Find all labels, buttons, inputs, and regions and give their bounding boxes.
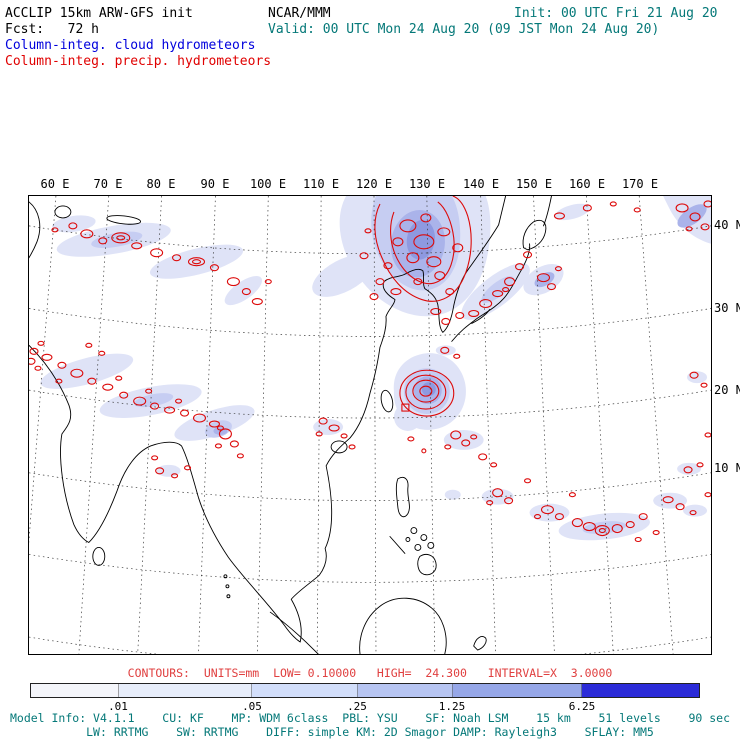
center-name: NCAR/MMM bbox=[268, 6, 331, 21]
lon-label: 90 E bbox=[200, 177, 230, 191]
cloud-shading-layer bbox=[40, 196, 711, 541]
lon-label: 150 E bbox=[515, 177, 553, 191]
colorbar-segment bbox=[118, 684, 253, 697]
lon-label: 140 E bbox=[462, 177, 500, 191]
lat-label: 10 N bbox=[714, 461, 740, 475]
lon-label: 60 E bbox=[40, 177, 70, 191]
colorbar-tick: .01 bbox=[108, 700, 128, 713]
colorbar bbox=[30, 683, 700, 698]
lon-label: 110 E bbox=[302, 177, 340, 191]
lon-label: 170 E bbox=[621, 177, 659, 191]
lon-label: 160 E bbox=[568, 177, 606, 191]
colorbar-segment bbox=[357, 684, 453, 697]
colorbar-tick: 6.25 bbox=[568, 700, 596, 713]
lon-label: 100 E bbox=[249, 177, 287, 191]
init-time: Init: 00 UTC Fri 21 Aug 20 bbox=[514, 6, 718, 21]
valid-time: Valid: 00 UTC Mon 24 Aug 20 (09 JST Mon … bbox=[268, 22, 660, 37]
model-title: ACCLIP 15km ARW-GFS init bbox=[5, 6, 193, 21]
lat-label: 40 N bbox=[714, 218, 740, 232]
map-graphic bbox=[19, 195, 713, 666]
lat-label: 20 N bbox=[714, 383, 740, 397]
lon-label: 120 E bbox=[355, 177, 393, 191]
model-info-line-1: Model Info: V4.1.1 CU: KF MP: WDM 6class… bbox=[9, 711, 731, 725]
model-info-line-2: LW: RRTMG SW: RRTMG DIFF: simple KM: 2D … bbox=[86, 725, 654, 739]
colorbar-tick: 1.25 bbox=[438, 700, 466, 713]
field-label-cloud: Column-integ. cloud hydrometeors bbox=[5, 38, 256, 53]
lon-label: 80 E bbox=[146, 177, 176, 191]
colorbar-ticks: .01 .05 .25 1.25 6.25 bbox=[30, 700, 700, 714]
map-frame bbox=[19, 195, 713, 666]
colorbar-segment bbox=[582, 684, 699, 697]
coastlines bbox=[28, 195, 552, 655]
colorbar-segment bbox=[252, 684, 358, 697]
forecast-hour: Fcst: 72 h bbox=[5, 22, 99, 37]
storm-position-marker bbox=[401, 403, 410, 412]
colorbar-tick: .05 bbox=[242, 700, 262, 713]
colorbar-tick: .25 bbox=[347, 700, 367, 713]
colorbar-segment bbox=[452, 684, 583, 697]
lon-label: 70 E bbox=[93, 177, 123, 191]
lon-label: 130 E bbox=[408, 177, 446, 191]
precip-contours-layer bbox=[26, 195, 713, 543]
lat-label: 30 N bbox=[714, 301, 740, 315]
colorbar-segment bbox=[31, 684, 119, 697]
field-label-precip: Column-integ. precip. hydrometeors bbox=[5, 54, 272, 69]
contour-info-line: CONTOURS: UNITS=mm LOW= 0.10000 HIGH= 24… bbox=[127, 666, 613, 680]
